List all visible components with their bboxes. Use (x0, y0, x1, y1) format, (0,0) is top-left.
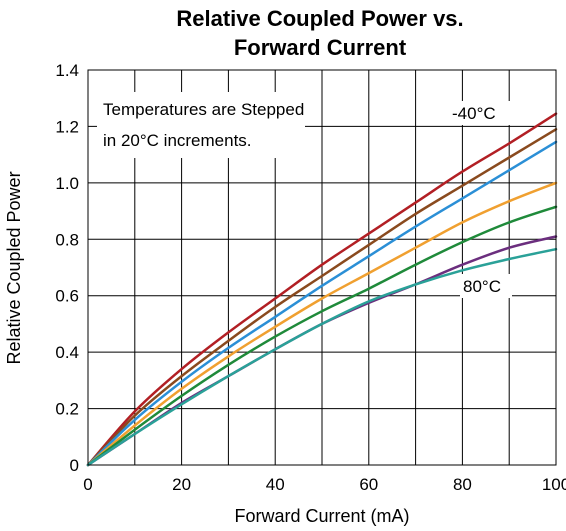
x-tick-label: 20 (172, 475, 191, 494)
annotation-note-line1: Temperatures are Stepped (103, 100, 304, 119)
y-tick-label: 1.2 (55, 117, 79, 136)
x-tick-label: 80 (453, 475, 472, 494)
x-tick-label: 100 (542, 475, 566, 494)
tick-labels: 0 20 40 60 80 100 0 0.2 0.4 0.6 0.8 1.0 1.2 1.4 (55, 61, 566, 494)
series-line-4 (86, 181, 558, 467)
series-line-7 (86, 247, 558, 467)
series-line-1 (86, 112, 558, 467)
annotation-top-label: -40°C (452, 104, 496, 123)
series-group (86, 112, 558, 467)
y-tick-label: 0.8 (55, 230, 79, 249)
plot-frame (87, 69, 557, 466)
series-line-3 (86, 140, 558, 467)
y-tick-label: 0.4 (55, 343, 79, 362)
y-tick-label: 0.6 (55, 287, 79, 306)
y-tick-label: 0.2 (55, 400, 79, 419)
annotation-note-line2: in 20°C increments. (103, 131, 252, 150)
x-tick-label: 40 (266, 475, 285, 494)
chart-title-line1: Relative Coupled Power vs. (176, 6, 463, 31)
bottom-label-bg (460, 274, 512, 298)
x-tick-label: 60 (359, 475, 378, 494)
x-tick-label: 0 (83, 475, 92, 494)
grid (88, 70, 556, 465)
y-tick-label: 0 (70, 456, 79, 475)
top-label-bg (450, 101, 510, 125)
annotation-box (97, 92, 305, 158)
chart-title-line2: Forward Current (234, 35, 407, 60)
annotation-bottom-label: 80°C (463, 277, 501, 296)
series-line-2 (86, 128, 558, 467)
series-line-5 (86, 205, 558, 467)
y-tick-label: 1.4 (55, 61, 79, 80)
y-axis-label: Relative Coupled Power (4, 171, 24, 364)
x-axis-label: Forward Current (mA) (234, 506, 409, 526)
y-tick-label: 1.0 (55, 174, 79, 193)
